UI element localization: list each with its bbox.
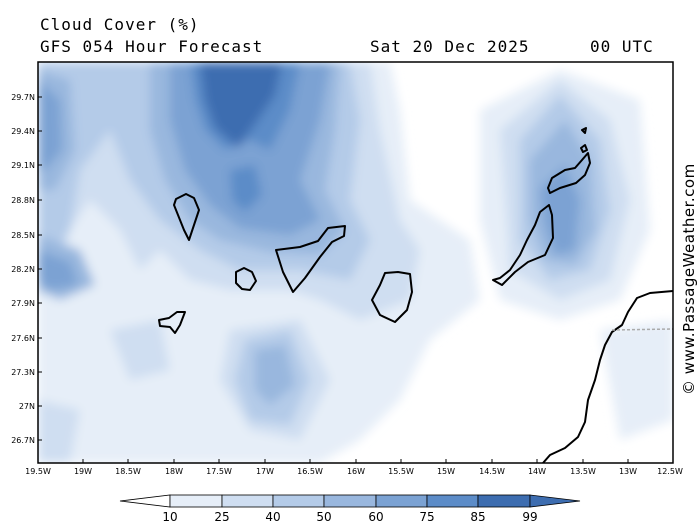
island-el-hierro <box>158 311 186 334</box>
island-lanzarote <box>547 152 591 194</box>
lon-label: 18W <box>165 467 183 476</box>
lon-label: 19.5W <box>25 467 51 476</box>
lon-label: 15W <box>437 467 455 476</box>
border-line <box>611 328 674 331</box>
colorbar-swatch <box>529 494 581 508</box>
africa-coast <box>542 290 673 463</box>
lat-label: 28.2N <box>11 265 35 274</box>
map-title: Cloud Cover (%) <box>40 15 200 34</box>
island-gran-canaria <box>371 271 413 323</box>
colorbar-swatch <box>426 494 479 508</box>
colorbar-swatch <box>119 494 171 508</box>
lon-label: 17.5W <box>206 467 232 476</box>
colorbar-swatch <box>375 494 428 508</box>
island-la-gomera <box>235 267 257 291</box>
longitude-axis: 19.5W 19W 18.5W 18W 17.5W 17W 16.5W 16W … <box>25 459 683 476</box>
colorbar-swatch <box>477 494 531 508</box>
lon-label: 16W <box>347 467 365 476</box>
forecast-time: 00 UTC <box>590 37 654 56</box>
colorbar-label: 10 <box>162 510 177 524</box>
colorbar-swatch <box>169 494 223 508</box>
island-tenerife <box>275 225 346 293</box>
colorbar-label: 99 <box>522 510 537 524</box>
lat-label: 27.6N <box>11 334 35 343</box>
lon-label: 14W <box>528 467 546 476</box>
lon-label: 16.5W <box>297 467 323 476</box>
lat-label: 29.1N <box>11 161 35 170</box>
watermark-text: © www.PassageWeather.com <box>680 163 698 395</box>
lon-label: 19W <box>74 467 92 476</box>
lat-label: 27.3N <box>11 368 35 377</box>
lon-label: 13W <box>619 467 637 476</box>
colorbar-label: 60 <box>368 510 383 524</box>
forecast-subtitle: GFS 054 Hour Forecast <box>40 37 264 56</box>
lon-label: 14.5W <box>479 467 505 476</box>
islet-alegranza <box>581 127 587 134</box>
island-fuerteventura <box>492 204 554 286</box>
lat-label: 28.8N <box>11 196 35 205</box>
colorbar: 10 25 40 50 60 75 85 99 <box>119 494 581 524</box>
cloud-cover-field <box>38 62 673 463</box>
lon-label: 18.5W <box>115 467 141 476</box>
islet-graciosa <box>580 144 588 153</box>
island-la-palma <box>173 193 200 241</box>
lat-label: 27.9N <box>11 299 35 308</box>
lon-label: 15.5W <box>388 467 414 476</box>
latitude-axis: 29.7N 29.4N 29.1N 28.8N 28.5N 28.2N 27.9… <box>11 93 42 445</box>
lon-label: 17W <box>256 467 274 476</box>
colorbar-label: 25 <box>214 510 229 524</box>
colorbar-label: 50 <box>316 510 331 524</box>
lat-label: 28.5N <box>11 231 35 240</box>
lat-label: 29.4N <box>11 127 35 136</box>
coastlines <box>158 127 673 463</box>
lon-label: 13.5W <box>570 467 596 476</box>
forecast-date: Sat 20 Dec 2025 <box>370 37 530 56</box>
colorbar-swatch <box>323 494 377 508</box>
colorbar-swatch <box>221 494 274 508</box>
lat-label: 27N <box>19 402 35 411</box>
colorbar-label: 40 <box>265 510 280 524</box>
colorbar-label: 85 <box>470 510 485 524</box>
lon-label: 12.5W <box>657 467 683 476</box>
colorbar-swatch <box>272 494 325 508</box>
lat-label: 29.7N <box>11 93 35 102</box>
lat-label: 26.7N <box>11 436 35 445</box>
colorbar-label: 75 <box>419 510 434 524</box>
